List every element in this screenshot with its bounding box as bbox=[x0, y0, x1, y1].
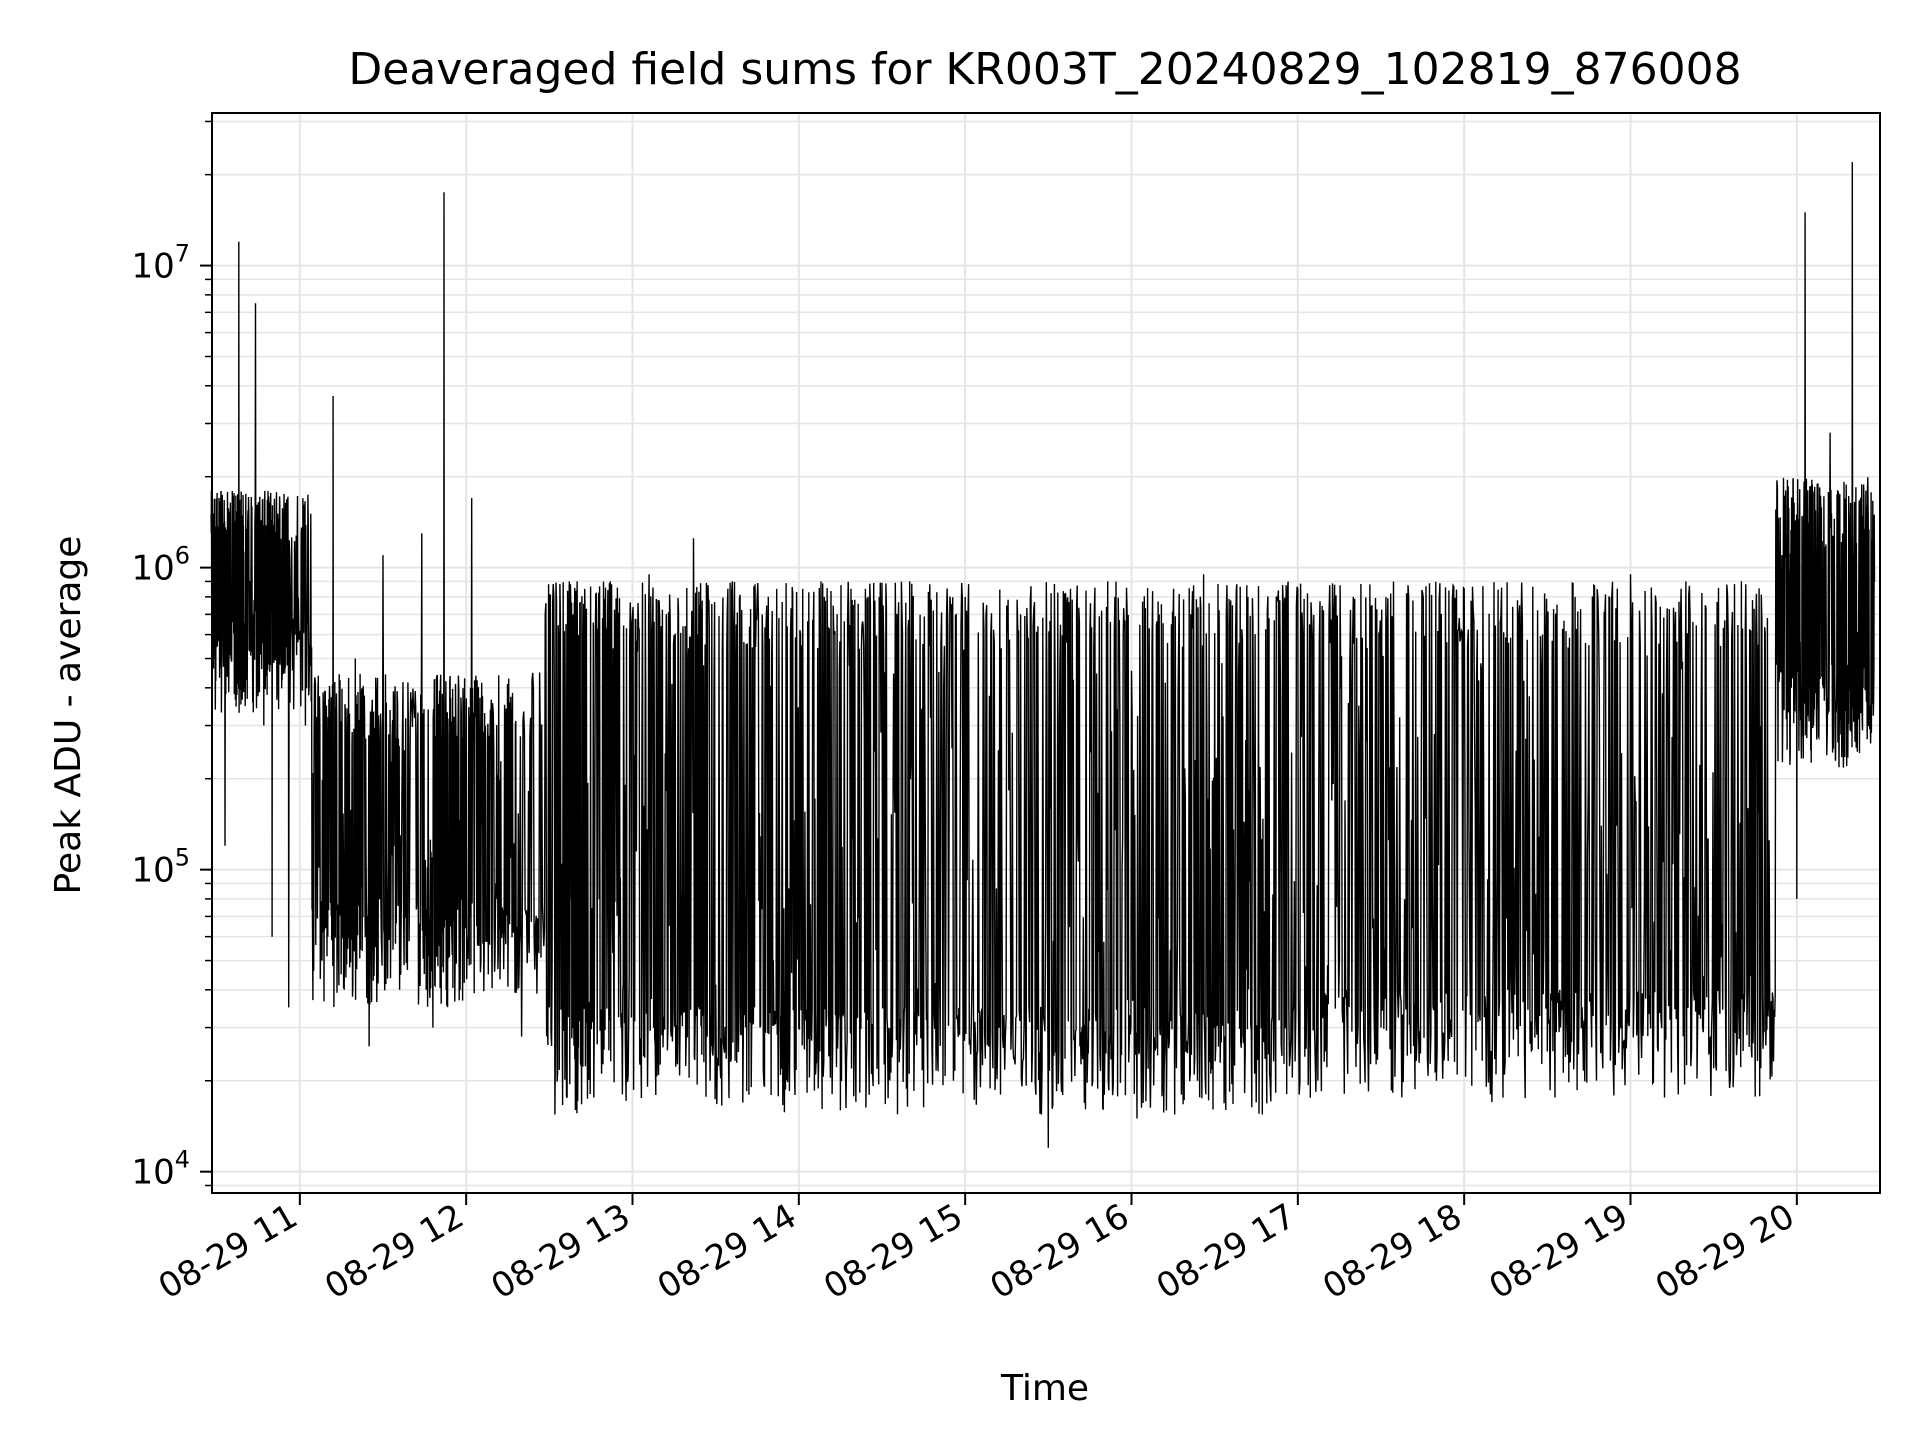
y-tick-exponent: 6 bbox=[175, 542, 190, 570]
y-tick-label: 106 bbox=[131, 542, 190, 589]
series-line bbox=[210, 162, 1876, 1148]
y-tick-base: 10 bbox=[131, 549, 174, 589]
y-tick-label: 104 bbox=[131, 1146, 190, 1193]
y-tick-label: 107 bbox=[131, 240, 190, 287]
y-tick-exponent: 4 bbox=[175, 1146, 190, 1174]
y-tick-label: 105 bbox=[131, 844, 190, 891]
plot-frame bbox=[211, 112, 1881, 1194]
x-axis-label: Time bbox=[1000, 1368, 1089, 1409]
chart-title: Deaveraged field sums for KR003T_2024082… bbox=[348, 44, 1741, 95]
y-tick-base: 10 bbox=[131, 1153, 174, 1193]
series-line-group bbox=[210, 162, 1876, 1148]
y-tick-base: 10 bbox=[131, 247, 174, 287]
y-tick-base: 10 bbox=[131, 851, 174, 891]
y-tick-exponent: 5 bbox=[175, 844, 190, 872]
y-axis-label: Peak ADU - average bbox=[48, 536, 89, 895]
y-tick-exponent: 7 bbox=[175, 240, 190, 268]
